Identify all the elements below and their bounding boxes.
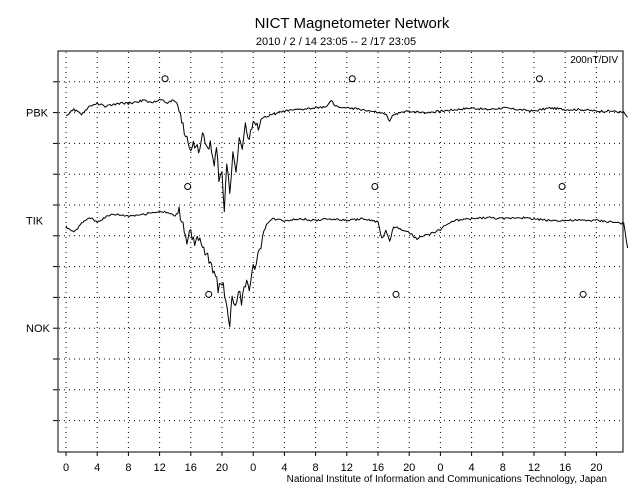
x-tick-label: 20 — [403, 462, 415, 474]
x-tick-label: 16 — [559, 462, 571, 474]
x-tick-label: 8 — [313, 462, 319, 474]
x-tick-labels: 0 4 8 12 16 20 0 4 8 12 16 20 0 4 8 12 16 20 — [63, 462, 603, 474]
x-tick-label: 12 — [341, 462, 353, 474]
grid-lines — [59, 52, 622, 451]
trace-pbk — [66, 98, 628, 213]
marker-pbk — [535, 75, 543, 83]
marker-nok — [205, 290, 213, 298]
station-labels: PBK TIK NOK — [26, 108, 51, 336]
plot-frame — [57, 50, 624, 453]
x-tick-label: 8 — [125, 462, 131, 474]
x-tick-label: 4 — [94, 462, 100, 474]
marker-tik — [371, 183, 379, 191]
trace-tik — [65, 206, 629, 328]
x-tick-label: 4 — [469, 462, 475, 474]
marker-tik — [184, 183, 192, 191]
x-tick-label: 4 — [281, 462, 287, 474]
station-label-pbk: PBK — [26, 108, 49, 120]
noon-markers — [161, 75, 587, 298]
x-tick-label: 12 — [528, 462, 540, 474]
x-tick-label: 0 — [63, 462, 69, 474]
x-tick-label: 12 — [153, 462, 165, 474]
footer-credit: National Institute of Information and Co… — [287, 474, 607, 485]
marker-pbk — [161, 75, 169, 83]
x-tick-label: 16 — [185, 462, 197, 474]
tick-marks — [53, 81, 597, 456]
chart-subtitle: 2010 / 2 / 14 23:05 -- 2 /17 23:05 — [256, 36, 416, 48]
marker-tik — [558, 183, 566, 191]
station-traces — [65, 98, 629, 328]
marker-nok — [579, 290, 587, 298]
marker-pbk — [348, 75, 356, 83]
x-tick-label: 20 — [216, 462, 228, 474]
x-tick-label: 20 — [590, 462, 602, 474]
x-tick-label: 0 — [250, 462, 256, 474]
station-label-nok: NOK — [26, 323, 51, 335]
station-label-tik: TIK — [26, 215, 44, 227]
marker-nok — [392, 290, 400, 298]
scale-label: 200nT/DIV — [570, 55, 618, 66]
x-tick-label: 0 — [437, 462, 443, 474]
chart-title: NICT Magnetometer Network — [255, 15, 450, 32]
x-tick-label: 16 — [372, 462, 384, 474]
x-tick-label: 8 — [500, 462, 506, 474]
